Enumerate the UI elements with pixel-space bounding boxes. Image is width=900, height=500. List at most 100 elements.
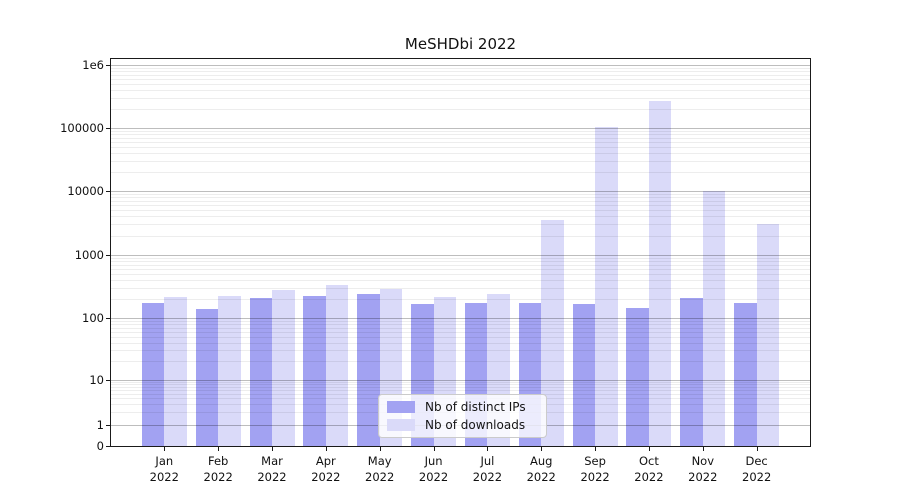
bar-distinct-ips-sep <box>572 304 596 446</box>
bar-distinct-ips-feb <box>195 309 219 446</box>
gridline-minor <box>111 279 810 281</box>
x-tick-mark <box>595 447 597 451</box>
gridline-minor <box>111 390 810 392</box>
gridline-minor <box>111 137 810 139</box>
chart-title: MeSHDbi 2022 <box>404 35 517 53</box>
gridline-minor <box>111 387 810 389</box>
x-tick-label: Sep 2022 <box>567 454 623 485</box>
gridline-minor <box>111 224 810 226</box>
gridline-minor <box>111 273 810 275</box>
gridline-minor <box>111 109 810 111</box>
x-tick-label: Oct 2022 <box>621 454 677 485</box>
gridline-minor <box>111 134 810 136</box>
gridline-minor <box>111 74 810 76</box>
gridline-minor <box>111 90 810 92</box>
x-tick-label: Aug 2022 <box>513 454 569 485</box>
legend-swatch-distinct-ips <box>387 401 415 414</box>
y-tick-label: 100 <box>82 311 104 325</box>
gridline-major <box>111 254 810 256</box>
gridline-minor <box>111 205 810 207</box>
x-tick-label: May 2022 <box>352 454 408 485</box>
x-tick-month: Aug <box>530 454 553 468</box>
gridline-minor <box>111 130 810 132</box>
x-tick-mark <box>648 447 650 451</box>
x-tick-mark <box>272 447 273 451</box>
bar-downloads-oct <box>648 100 672 446</box>
x-tick-month: Dec <box>745 454 768 468</box>
x-tick-mark <box>702 447 704 451</box>
x-tick-mark <box>218 447 220 451</box>
gridline-minor <box>111 320 810 322</box>
legend-item-distinct-ips: Nb of distinct IPs <box>387 400 538 414</box>
gridline-minor <box>111 260 810 262</box>
x-tick-mark <box>433 447 435 451</box>
gridline-minor <box>111 331 810 333</box>
gridline-minor <box>111 384 810 386</box>
gridline-minor <box>111 71 810 73</box>
x-tick-month: Mar <box>261 454 283 468</box>
gridline-minor <box>111 197 810 199</box>
gridline-minor <box>111 172 810 174</box>
x-tick-month: May <box>367 454 392 468</box>
x-tick-year: 2022 <box>580 469 610 484</box>
x-tick-label: Jul 2022 <box>459 454 515 485</box>
gridline-minor <box>111 336 810 338</box>
x-tick-label: Dec 2022 <box>729 454 785 485</box>
x-tick-year: 2022 <box>257 469 287 484</box>
y-tick-mark <box>106 380 110 381</box>
x-tick-year: 2022 <box>203 469 233 484</box>
bar-distinct-ips-may <box>357 294 380 446</box>
bar-downloads-aug <box>541 220 564 446</box>
gridline-minor <box>111 216 810 218</box>
gridline-major <box>111 65 810 66</box>
gridline-minor <box>111 327 810 329</box>
x-tick-month: Jan <box>155 454 174 468</box>
bar-distinct-ips-mar <box>249 297 272 446</box>
y-tick-label: 1000 <box>74 247 104 262</box>
x-tick-mark <box>756 447 758 451</box>
x-tick-mark <box>164 447 166 451</box>
x-tick-year: 2022 <box>472 469 503 484</box>
gridline-minor <box>111 83 810 85</box>
gridline-minor <box>111 160 810 162</box>
x-tick-year: 2022 <box>365 469 395 484</box>
gridline-minor <box>111 287 810 289</box>
bar-distinct-ips-dec <box>734 302 757 446</box>
gridline-minor <box>111 268 810 270</box>
gridline-minor <box>111 235 810 237</box>
plot-area <box>110 58 811 447</box>
x-tick-label: Jan 2022 <box>136 454 192 485</box>
x-tick-label: Apr 2022 <box>298 454 354 485</box>
x-tick-mark <box>325 447 327 451</box>
bar-downloads-mar <box>272 289 295 446</box>
gridline-major <box>111 380 810 381</box>
gridline-minor <box>111 298 810 300</box>
x-tick-month: Feb <box>207 454 229 468</box>
x-tick-label: Nov 2022 <box>675 454 731 485</box>
gridline-minor <box>111 382 810 384</box>
x-tick-month: Nov <box>691 454 715 468</box>
bar-downloads-apr <box>325 285 349 446</box>
y-tick-mark <box>106 191 110 192</box>
y-tick-mark <box>106 128 110 129</box>
y-tick-mark <box>106 425 110 427</box>
x-tick-mark <box>379 447 381 451</box>
y-tick-mark <box>106 254 110 256</box>
gridline-minor <box>111 67 810 69</box>
y-tick-label: 1 <box>96 418 104 433</box>
y-tick-label: 10 <box>89 373 104 387</box>
x-tick-label: Mar 2022 <box>244 454 300 485</box>
x-tick-month: Sep <box>584 454 606 468</box>
legend-item-downloads: Nb of downloads <box>387 418 538 432</box>
gridline-minor <box>111 78 810 80</box>
x-tick-year: 2022 <box>311 469 341 484</box>
bar-distinct-ips-apr <box>303 296 326 446</box>
bar-downloads-sep <box>595 126 618 446</box>
gridline-minor <box>111 146 810 148</box>
bar-distinct-ips-oct <box>626 308 649 446</box>
x-tick-year: 2022 <box>526 469 556 484</box>
x-tick-month: Oct <box>638 454 659 468</box>
gridline-minor <box>111 210 810 212</box>
bar-distinct-ips-nov <box>680 297 703 446</box>
x-tick-year: 2022 <box>742 469 772 484</box>
